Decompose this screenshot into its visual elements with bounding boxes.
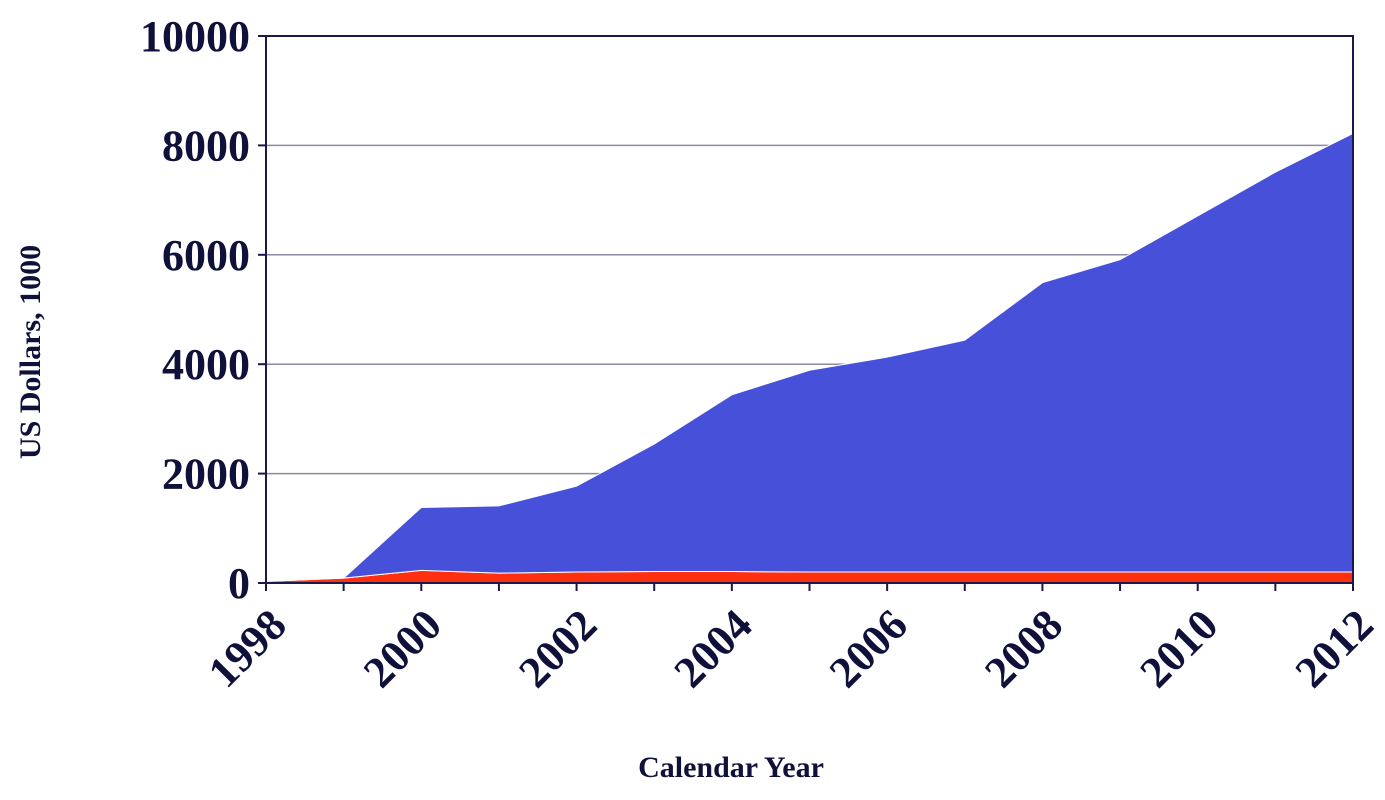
x-tick-label-2004: 2004 xyxy=(665,600,762,697)
x-tick-label-2012: 2012 xyxy=(1286,600,1383,697)
x-tick-labels: 1998 2000 2002 2004 2006 2008 2010 2012 xyxy=(199,600,1383,697)
y-tick-labels: 0 2000 4000 6000 8000 10000 xyxy=(140,12,250,608)
y-tick-label-2000: 2000 xyxy=(162,450,250,499)
x-axis-label: Calendar Year xyxy=(638,751,824,784)
x-tick-label-1998: 1998 xyxy=(199,600,296,697)
series-areas xyxy=(265,132,1354,584)
x-tick-label-2010: 2010 xyxy=(1131,600,1228,697)
y-tick-label-6000: 6000 xyxy=(162,231,250,280)
series-area-2 xyxy=(265,132,1354,582)
y-axis-label: US Dollars, 1000 xyxy=(14,245,47,459)
x-tick-label-2000: 2000 xyxy=(354,600,451,697)
y-tick-label-0: 0 xyxy=(228,559,250,608)
y-tick-label-8000: 8000 xyxy=(162,121,250,170)
y-tick-label-10000: 10000 xyxy=(140,12,250,61)
x-tick-label-2002: 2002 xyxy=(509,600,606,697)
plot-frame xyxy=(258,35,1354,591)
y-tick-label-4000: 4000 xyxy=(162,340,250,389)
x-tick-label-2008: 2008 xyxy=(975,600,1072,697)
x-tick-label-2006: 2006 xyxy=(820,600,917,697)
